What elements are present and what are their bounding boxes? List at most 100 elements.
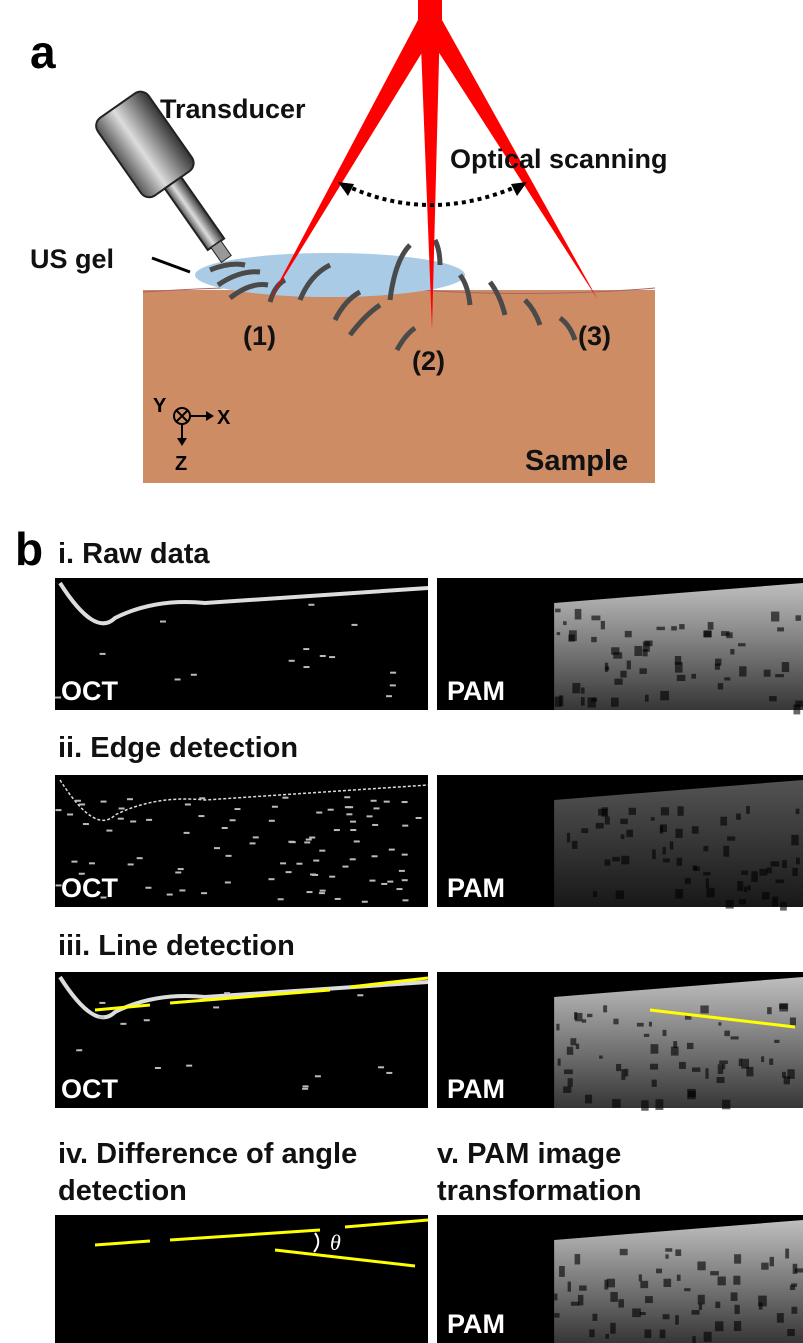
speckle	[155, 1067, 161, 1069]
speckle	[350, 829, 356, 831]
speckle	[620, 819, 628, 824]
step-title: iv. Difference of angle	[58, 1138, 357, 1170]
speckle	[724, 677, 730, 680]
speckle	[724, 1031, 730, 1036]
angle-label: θ	[330, 1230, 341, 1255]
speckle	[230, 819, 236, 821]
speckle	[222, 827, 228, 829]
speckle	[652, 849, 656, 859]
speckle	[663, 859, 670, 863]
speckle	[771, 861, 780, 866]
speckle	[652, 1080, 657, 1087]
speckle	[399, 870, 405, 872]
speckle	[655, 1099, 663, 1110]
speckle	[782, 860, 787, 868]
speckle	[599, 1056, 603, 1059]
axis-label: Z	[175, 453, 187, 475]
speckle	[303, 666, 309, 668]
speckle	[307, 891, 313, 893]
speckle	[253, 836, 259, 838]
speckle	[687, 1043, 694, 1049]
speckle	[571, 1302, 579, 1306]
speckle	[645, 1296, 653, 1303]
speckle	[640, 1281, 648, 1288]
speckle	[687, 1089, 695, 1099]
speckle	[320, 890, 326, 892]
speckle	[643, 649, 648, 656]
speckle	[665, 1254, 668, 1258]
speckle	[598, 809, 607, 816]
speckle	[736, 814, 741, 820]
speckle	[717, 1077, 725, 1083]
speckle	[718, 1022, 721, 1025]
speckle	[649, 1022, 652, 1027]
image-label: OCT	[61, 873, 119, 903]
speckle	[144, 1019, 150, 1021]
speckle	[76, 1049, 82, 1051]
speckle	[610, 1323, 615, 1334]
speckle	[226, 855, 232, 857]
speckle	[320, 655, 326, 657]
speckle	[613, 652, 622, 658]
speckle	[677, 675, 686, 681]
speckle	[656, 1269, 662, 1274]
speckle	[563, 621, 566, 625]
speckle	[739, 899, 746, 904]
speckle	[313, 860, 319, 862]
speckle	[605, 1334, 609, 1339]
speckle	[596, 823, 604, 829]
speckle	[386, 1072, 392, 1074]
speckle	[677, 858, 683, 866]
speckle	[369, 880, 375, 882]
speckle	[613, 1019, 618, 1025]
speckle	[344, 796, 350, 798]
speckle	[616, 1064, 621, 1071]
speckle	[671, 626, 677, 630]
speckle	[585, 1095, 592, 1104]
speckle	[691, 674, 696, 679]
speckle	[328, 809, 334, 811]
speckle	[319, 892, 325, 894]
speckle	[679, 624, 684, 629]
speckle	[572, 683, 580, 693]
speckle	[779, 1004, 787, 1009]
speckle	[731, 1292, 738, 1301]
speckle	[677, 806, 683, 816]
speckle	[703, 846, 708, 851]
speckle	[715, 1321, 723, 1331]
speckle	[282, 797, 288, 799]
speckle	[79, 803, 85, 805]
pam-signal	[554, 780, 803, 907]
speckle	[634, 646, 642, 656]
speckle	[621, 834, 625, 839]
speckle	[568, 1282, 571, 1292]
speckle	[625, 1069, 628, 1077]
speckle	[790, 1017, 796, 1025]
speckle	[637, 1023, 644, 1027]
speckle	[303, 648, 309, 650]
speckle	[329, 876, 335, 878]
speckle	[587, 1014, 592, 1017]
speckle	[367, 815, 373, 817]
speckle	[790, 1285, 795, 1290]
speckle	[769, 1058, 773, 1064]
speckle	[373, 807, 379, 809]
speckle	[386, 695, 392, 697]
speckle	[614, 679, 622, 685]
speckle	[390, 672, 396, 674]
speckle	[733, 1276, 740, 1285]
speckle	[71, 861, 77, 863]
speckle	[670, 841, 674, 849]
image-label: OCT	[61, 1074, 119, 1104]
speckle	[306, 839, 312, 841]
speckle	[663, 1314, 670, 1319]
speckle	[191, 674, 197, 676]
speckle	[101, 801, 107, 803]
speckle	[661, 807, 669, 815]
speckle	[574, 1012, 577, 1020]
speckle	[771, 612, 779, 622]
speckle	[567, 1047, 573, 1055]
speckle	[581, 828, 588, 833]
speckle	[402, 879, 408, 881]
speckle	[723, 846, 729, 857]
